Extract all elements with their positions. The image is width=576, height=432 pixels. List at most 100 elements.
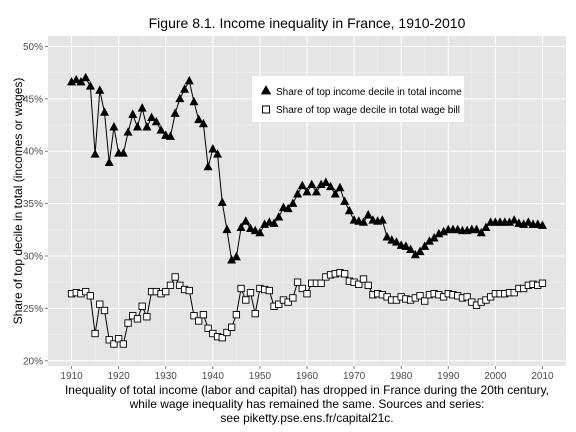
data-point-square <box>119 340 128 348</box>
data-point-square <box>416 292 424 300</box>
data-point-square <box>86 292 95 300</box>
data-point-triangle <box>523 217 533 226</box>
data-series <box>67 72 547 348</box>
data-point-square <box>190 312 198 320</box>
data-point-triangle <box>142 122 152 131</box>
data-point-triangle <box>335 182 345 192</box>
x-tick-label: 1950 <box>249 371 272 382</box>
data-point-square <box>293 278 302 286</box>
data-point-triangle <box>156 125 166 134</box>
data-point-square <box>284 298 292 306</box>
series-wage <box>67 269 547 348</box>
data-point-square <box>199 311 208 319</box>
data-point-square <box>227 323 236 331</box>
data-point-triangle <box>509 215 519 224</box>
data-point-triangle <box>198 118 208 128</box>
y-tick-label: 50% <box>23 42 43 53</box>
chart-title: Figure 8.1. Income inequality in France,… <box>149 15 466 31</box>
data-point-triangle <box>165 131 175 140</box>
data-point-triangle <box>321 177 331 186</box>
data-point-triangle <box>71 74 81 84</box>
data-point-square <box>289 294 297 302</box>
data-point-square <box>246 289 255 297</box>
data-point-triangle <box>476 227 486 237</box>
data-point-square <box>251 309 259 318</box>
data-point-square <box>341 270 349 278</box>
x-axis-title-line-1: Inequality of total income (labor and ca… <box>65 383 549 397</box>
data-point-square <box>171 273 179 281</box>
data-point-triangle <box>387 235 397 244</box>
data-point-triangle <box>245 223 255 233</box>
data-point-triangle <box>288 198 298 207</box>
data-point-triangle <box>481 222 491 232</box>
data-point-triangle <box>208 144 218 153</box>
x-tick-label: 1960 <box>296 371 319 382</box>
data-point-triangle <box>406 244 416 254</box>
data-point-triangle <box>344 205 354 215</box>
data-point-square <box>355 280 363 288</box>
data-point-square <box>162 287 170 296</box>
data-point-square <box>218 334 226 342</box>
data-point-triangle <box>104 157 114 167</box>
data-point-triangle <box>250 225 260 235</box>
legend-label-income: Share of top income decile in total inco… <box>276 87 462 98</box>
data-point-triangle <box>100 107 110 116</box>
data-point-triangle <box>81 72 91 82</box>
x-tick-label: 1910 <box>60 371 83 382</box>
data-point-square <box>185 286 193 295</box>
data-point-triangle <box>311 186 321 196</box>
data-point-triangle <box>180 84 190 93</box>
data-point-triangle <box>147 112 157 122</box>
data-point-square <box>303 290 311 298</box>
data-point-triangle <box>132 122 142 131</box>
data-point-triangle <box>217 197 227 206</box>
data-point-triangle <box>274 212 284 221</box>
data-point-square <box>204 324 212 332</box>
y-tick-label: 45% <box>23 94 43 105</box>
data-point-triangle <box>269 218 279 227</box>
data-point-triangle <box>255 227 265 237</box>
series-income <box>67 72 547 264</box>
data-point-triangle <box>203 161 213 171</box>
data-point-triangle <box>85 81 95 90</box>
data-point-square <box>166 281 175 289</box>
data-point-triangle <box>128 109 138 118</box>
data-point-square <box>242 296 250 304</box>
data-point-triangle <box>415 246 425 256</box>
data-point-square <box>91 329 99 338</box>
data-point-triangle <box>420 241 430 250</box>
legend: Share of top income decile in total inco… <box>252 76 464 122</box>
data-point-square <box>232 311 241 319</box>
data-point-square <box>298 284 306 293</box>
data-point-triangle <box>293 189 303 198</box>
data-point-square <box>421 297 429 305</box>
data-point-triangle <box>189 96 199 106</box>
data-point-square <box>100 306 109 315</box>
x-tick-label: 1920 <box>108 371 131 382</box>
data-point-triangle <box>377 215 387 224</box>
y-tick-label: 20% <box>23 356 43 367</box>
y-tick-label: 30% <box>23 252 43 263</box>
data-point-triangle <box>330 189 340 198</box>
legend-square-icon <box>262 105 270 114</box>
data-point-square <box>110 340 118 348</box>
data-point-triangle <box>118 148 128 157</box>
data-point-square <box>265 286 273 295</box>
data-point-triangle <box>236 222 246 232</box>
y-tick-label: 40% <box>23 147 43 158</box>
x-tick-label: 2010 <box>531 371 554 382</box>
data-point-square <box>105 336 113 344</box>
data-point-triangle <box>391 237 401 246</box>
x-axis-title-line-3: see piketty.pse.ens.fr/capital21c. <box>220 411 393 425</box>
data-point-square <box>223 328 231 337</box>
data-point-triangle <box>302 186 312 196</box>
data-point-triangle <box>123 127 133 136</box>
data-point-triangle <box>170 108 180 117</box>
data-point-square <box>82 287 90 296</box>
data-point-square <box>96 300 104 308</box>
data-point-triangle <box>382 232 392 241</box>
data-point-triangle <box>95 85 105 94</box>
data-point-triangle <box>283 203 293 213</box>
data-point-triangle <box>429 233 439 242</box>
